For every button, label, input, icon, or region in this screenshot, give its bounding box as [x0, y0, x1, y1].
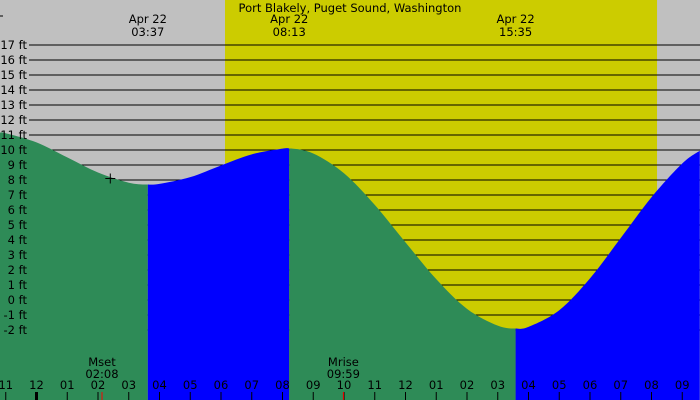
- moon-event-time: 09:59: [327, 367, 360, 381]
- y-tick-label: 16 ft: [0, 53, 27, 67]
- y-tick-label: 7 ft: [8, 188, 28, 202]
- x-tick-label: 05: [552, 378, 567, 392]
- y-tick-label: 0 ft: [8, 293, 28, 307]
- y-tick-label: 5 ft: [8, 218, 28, 232]
- plus-marker: [105, 173, 116, 184]
- moon-event-label: Mrise: [328, 355, 359, 369]
- x-tick-label: 12: [398, 378, 413, 392]
- extreme-date: Apr 22: [270, 12, 308, 26]
- y-tick-label: 3 ft: [8, 248, 28, 262]
- y-tick-label: 12 ft: [0, 113, 27, 127]
- x-tick-label: 07: [244, 378, 259, 392]
- x-tick-label: 12: [29, 378, 44, 392]
- y-tick-label: 14 ft: [0, 83, 27, 97]
- x-tick-label: 06: [583, 378, 598, 392]
- x-axis: 11 12 01 02 03 04 05 06 07 08 09 10 11 12 01 02 03 04 05 06…: [0, 378, 690, 400]
- y-tick-label: -1 ft: [4, 308, 28, 322]
- x-tick-label: 08: [644, 378, 659, 392]
- y-tick-label: 10 ft: [0, 143, 27, 157]
- extreme-time: 15:35: [499, 25, 532, 39]
- rising-tide-area: [147, 148, 290, 400]
- x-tick-label: 05: [183, 378, 198, 392]
- falling-tide-area: [0, 132, 148, 400]
- y-tick-label: 11 ft: [0, 128, 27, 142]
- x-tick-label: 11: [0, 378, 13, 392]
- x-tick-label: 04: [152, 378, 167, 392]
- extreme-time: 08:13: [273, 25, 306, 39]
- x-tick-label: 03: [490, 378, 505, 392]
- x-tick-label: 09: [675, 378, 690, 392]
- x-tick-label: 07: [613, 378, 628, 392]
- x-tick-label: 02: [460, 378, 475, 392]
- x-tick-label: 03: [121, 378, 136, 392]
- y-tick-label: 1 ft: [8, 278, 28, 292]
- y-tick-label: 4 ft: [8, 233, 28, 247]
- extreme-date: Apr 22: [496, 12, 534, 26]
- extreme-date: Apr 22: [129, 12, 167, 26]
- y-tick-label: 2 ft: [8, 263, 28, 277]
- x-tick-label: 02: [91, 378, 106, 392]
- x-tick-label: 04: [521, 378, 536, 392]
- rising-tide-area: [515, 150, 700, 400]
- y-tick-label: 17 ft: [0, 38, 27, 52]
- chart-title: Port Blakely, Puget Sound, Washington: [239, 1, 462, 15]
- moon-event-time: 02:08: [85, 367, 118, 381]
- x-tick-label: 06: [214, 378, 229, 392]
- x-tick-label: 01: [60, 378, 75, 392]
- y-tick-label: 6 ft: [8, 203, 28, 217]
- y-tick-label: -2 ft: [4, 323, 28, 337]
- x-tick-label: 10: [337, 378, 352, 392]
- y-tick-label: 13 ft: [0, 98, 27, 112]
- tide-area: [0, 132, 700, 400]
- extreme-time: 03:37: [131, 25, 164, 39]
- x-tick-label: 01: [429, 378, 444, 392]
- moon-event-label: Mset: [88, 355, 116, 369]
- x-tick-label: 08: [275, 378, 290, 392]
- x-tick-label: 09: [306, 378, 321, 392]
- y-tick-label: 15 ft: [0, 68, 27, 82]
- y-tick-label: 8 ft: [8, 173, 28, 187]
- x-tick-label: 11: [367, 378, 382, 392]
- falling-tide-area: [289, 148, 516, 400]
- y-tick-label: 9 ft: [8, 158, 28, 172]
